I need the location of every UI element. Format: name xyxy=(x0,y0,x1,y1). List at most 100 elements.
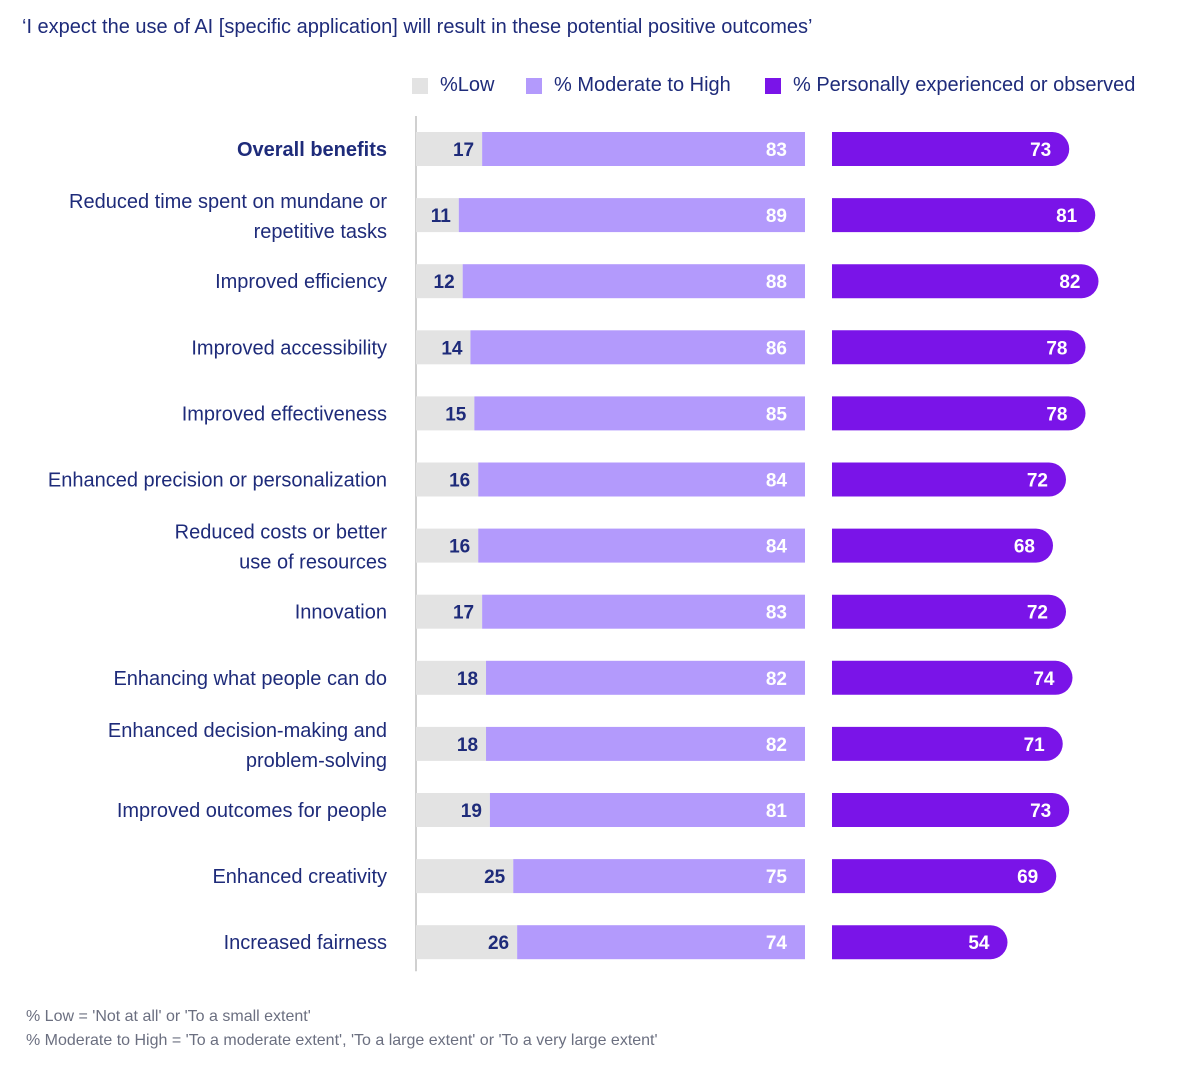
bar-low xyxy=(416,528,479,563)
category-label: Enhancing what people can do xyxy=(113,668,387,690)
bar-experienced xyxy=(832,462,1066,497)
data-label-moderate: 84 xyxy=(766,537,788,558)
legend-label-low: %Low xyxy=(440,74,495,96)
data-label-experienced: 73 xyxy=(1030,140,1051,161)
bar-low xyxy=(416,726,487,761)
category-label: Improved outcomes for people xyxy=(117,800,387,822)
legend-swatch-moderate xyxy=(526,77,542,94)
data-label-moderate: 83 xyxy=(766,603,787,624)
data-label-experienced: 78 xyxy=(1046,338,1067,359)
footnotes: % Low = 'Not at all' or 'To a small exte… xyxy=(26,1005,658,1053)
bar-moderate xyxy=(517,925,805,960)
category-label: Enhanced creativity xyxy=(212,866,387,888)
data-label-moderate: 84 xyxy=(766,471,788,492)
category-label: Improved effectiveness xyxy=(182,403,387,425)
data-label-low: 18 xyxy=(457,669,478,690)
bar-low xyxy=(416,859,514,894)
data-label-moderate: 82 xyxy=(766,669,787,690)
data-label-experienced: 74 xyxy=(1033,669,1055,690)
data-label-experienced: 82 xyxy=(1059,272,1080,293)
data-label-experienced: 73 xyxy=(1030,801,1051,822)
bar-experienced xyxy=(832,925,1008,960)
data-label-moderate: 88 xyxy=(766,272,787,293)
bar-moderate xyxy=(489,793,805,827)
data-label-moderate: 83 xyxy=(766,140,787,161)
bar-low xyxy=(416,264,463,299)
data-label-low: 16 xyxy=(449,537,470,558)
data-label-low: 26 xyxy=(488,933,509,954)
bar-low xyxy=(416,132,483,166)
bar-moderate xyxy=(486,726,805,761)
data-label-experienced: 54 xyxy=(968,933,990,954)
bar-experienced xyxy=(832,396,1086,431)
category-label: Enhanced precision or personalization xyxy=(48,470,387,492)
bar-moderate xyxy=(462,264,805,299)
data-label-low: 17 xyxy=(453,140,474,161)
bar-low xyxy=(416,462,479,497)
data-label-experienced: 68 xyxy=(1014,537,1035,558)
legend-label-moderate: % Moderate to High xyxy=(554,74,731,96)
data-label-low: 15 xyxy=(445,404,467,425)
bar-experienced xyxy=(832,132,1070,166)
bar-experienced xyxy=(832,660,1073,695)
data-label-moderate: 82 xyxy=(766,735,787,756)
bar-moderate xyxy=(486,660,805,695)
data-label-experienced: 72 xyxy=(1027,471,1048,492)
bar-moderate xyxy=(482,594,805,629)
data-label-moderate: 89 xyxy=(766,206,787,227)
bar-moderate xyxy=(458,198,805,233)
bar-low xyxy=(416,793,490,827)
category-label: Improved efficiency xyxy=(215,271,387,293)
data-label-moderate: 75 xyxy=(766,867,788,888)
legend-swatch-low xyxy=(412,77,428,94)
bar-experienced xyxy=(832,264,1099,299)
bar-low xyxy=(416,330,471,365)
data-label-low: 18 xyxy=(457,735,478,756)
data-label-experienced: 72 xyxy=(1027,603,1048,624)
bar-low xyxy=(416,594,483,629)
data-label-low: 19 xyxy=(461,801,482,822)
data-label-moderate: 81 xyxy=(766,801,788,822)
bar-low xyxy=(416,198,459,233)
bar-moderate xyxy=(470,330,805,365)
bar-experienced xyxy=(832,198,1096,233)
bar-experienced xyxy=(832,793,1070,827)
legend-item-low: %Low xyxy=(412,74,494,97)
bar-low xyxy=(416,925,518,960)
bar-experienced xyxy=(832,330,1086,365)
category-label: Overall benefits xyxy=(237,139,387,161)
legend-item-moderate: % Moderate to High xyxy=(526,74,731,97)
data-label-low: 17 xyxy=(453,603,474,624)
category-label: Improved accessibility xyxy=(191,337,387,359)
data-label-low: 16 xyxy=(449,471,470,492)
bar-moderate xyxy=(482,132,805,166)
data-label-low: 12 xyxy=(434,272,455,293)
data-label-experienced: 71 xyxy=(1024,735,1046,756)
data-label-low: 14 xyxy=(441,338,463,359)
bar-low xyxy=(416,396,475,431)
category-label: Innovation xyxy=(295,602,387,624)
data-label-experienced: 78 xyxy=(1046,404,1067,425)
category-label: Reduced time spent on mundane or repetiti… xyxy=(69,191,387,243)
data-label-moderate: 86 xyxy=(766,338,787,359)
category-label: Enhanced decision-making and problem-solv… xyxy=(108,720,387,772)
bar-moderate xyxy=(513,859,805,894)
data-label-moderate: 85 xyxy=(766,404,788,425)
chart-title: ‘I expect the use of AI [specific applic… xyxy=(22,16,813,38)
category-label: Reduced costs or better use of resources xyxy=(175,522,388,574)
footnote-low: % Low = 'Not at all' or 'To a small exte… xyxy=(26,1008,311,1025)
legend-swatch-experienced xyxy=(765,77,781,94)
data-label-moderate: 74 xyxy=(766,933,788,954)
legend-item-experienced: % Personally experienced or observed xyxy=(765,74,1135,97)
footnote-moderate: % Moderate to High = 'To a moderate exte… xyxy=(26,1032,658,1049)
bar-moderate xyxy=(474,396,805,431)
data-label-low: 25 xyxy=(484,867,506,888)
bar-low xyxy=(416,660,487,695)
bar-experienced xyxy=(832,528,1053,563)
bar-chart: Overall benefits 17 83 73 Reduced time spent… xyxy=(48,116,1099,972)
category-label: Increased fairness xyxy=(224,932,387,954)
data-label-experienced: 69 xyxy=(1017,867,1038,888)
bar-moderate xyxy=(478,462,805,497)
bar-experienced xyxy=(832,594,1066,629)
bar-experienced xyxy=(832,726,1063,761)
